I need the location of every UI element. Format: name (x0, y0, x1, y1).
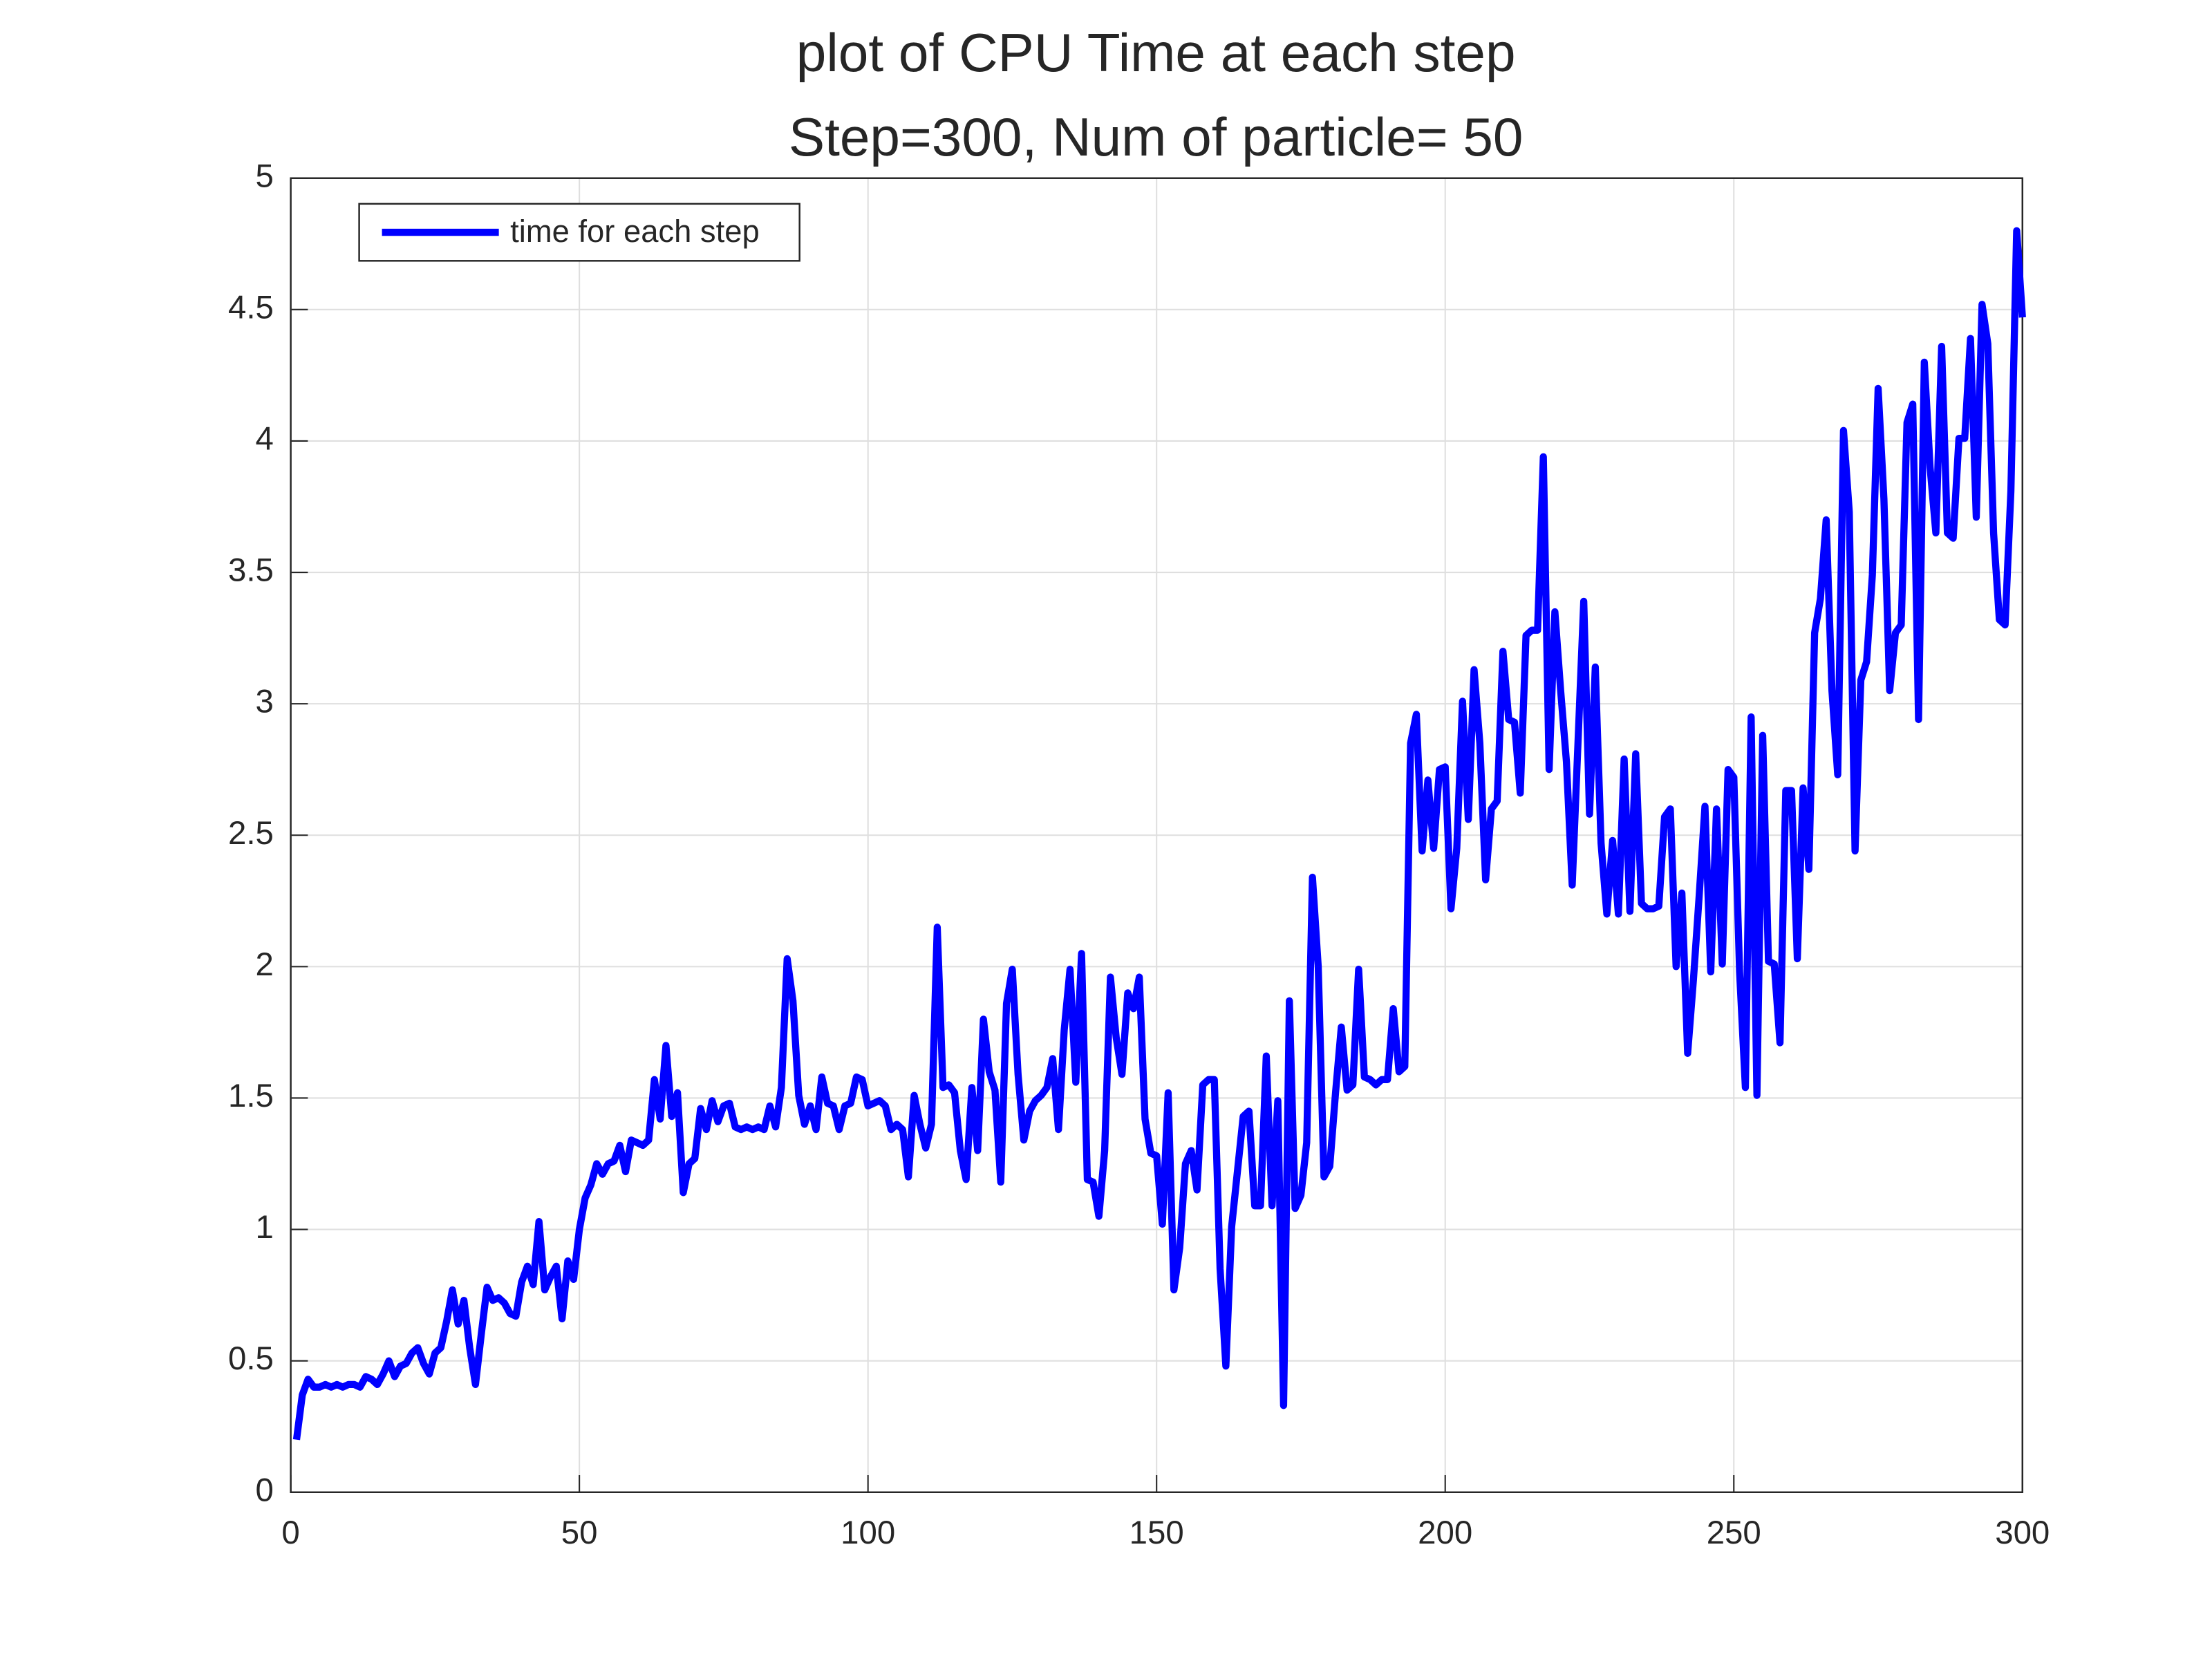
y-tick-label: 4 (256, 420, 274, 457)
x-tick-label: 200 (1418, 1515, 1472, 1551)
x-tick-label: 0 (281, 1515, 299, 1551)
y-tick-label: 2.5 (228, 815, 274, 852)
y-tick-label: 1 (256, 1209, 274, 1246)
axes-box (290, 177, 2024, 1493)
y-tick-label: 0.5 (228, 1340, 274, 1377)
x-tick-label: 300 (1995, 1515, 2050, 1551)
y-tick-label: 0 (256, 1472, 274, 1508)
y-tick-label: 1.5 (228, 1078, 274, 1114)
legend-label: time for each step (510, 214, 760, 249)
y-tick-label: 3.5 (228, 552, 274, 589)
y-tick-label: 2 (256, 946, 274, 983)
x-tick-label: 250 (1707, 1515, 1761, 1551)
y-tick-label: 3 (256, 684, 274, 720)
x-tick-label: 100 (841, 1515, 895, 1551)
chart-title: plot of CPU Time at each step (796, 22, 1516, 83)
y-tick-label: 4.5 (228, 289, 274, 326)
data-line (292, 227, 2026, 1441)
y-tick-label: 5 (256, 158, 274, 194)
x-tick-label: 50 (561, 1515, 598, 1551)
chart-subtitle: Step=300, Num of particle= 50 (789, 106, 1524, 167)
x-tick-label: 150 (1130, 1515, 1184, 1551)
